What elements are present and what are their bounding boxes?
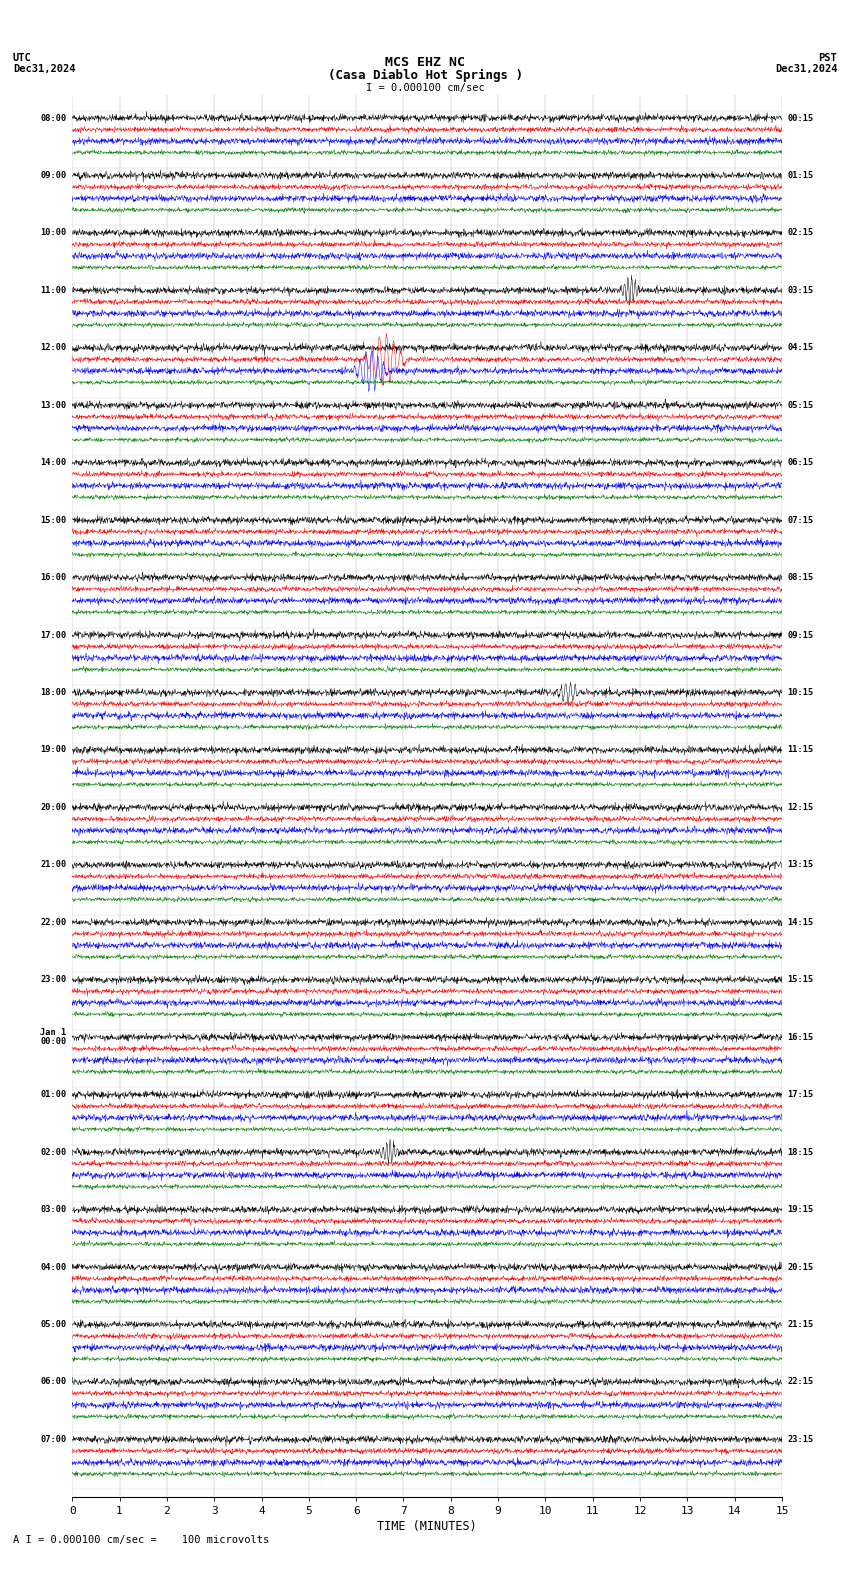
- Text: 02:15: 02:15: [788, 228, 814, 238]
- Text: 12:15: 12:15: [788, 803, 814, 813]
- Text: 14:00: 14:00: [40, 458, 66, 467]
- Text: 20:00: 20:00: [40, 803, 66, 813]
- Text: 07:15: 07:15: [788, 516, 814, 524]
- Text: 18:15: 18:15: [788, 1148, 814, 1156]
- Text: 22:15: 22:15: [788, 1378, 814, 1386]
- Text: 20:15: 20:15: [788, 1262, 814, 1272]
- Text: 13:00: 13:00: [40, 401, 66, 410]
- Text: 07:00: 07:00: [40, 1435, 66, 1445]
- Text: 09:00: 09:00: [40, 171, 66, 181]
- Text: 05:00: 05:00: [40, 1319, 66, 1329]
- Text: 11:00: 11:00: [40, 285, 66, 295]
- Text: 16:00: 16:00: [40, 573, 66, 583]
- Text: 13:15: 13:15: [788, 860, 814, 870]
- Text: 19:15: 19:15: [788, 1205, 814, 1213]
- Text: MCS EHZ NC: MCS EHZ NC: [385, 55, 465, 68]
- Text: 15:15: 15:15: [788, 976, 814, 984]
- Text: 01:00: 01:00: [40, 1090, 66, 1099]
- Text: Dec31,2024: Dec31,2024: [13, 65, 76, 74]
- Text: 15:00: 15:00: [40, 516, 66, 524]
- Text: 11:15: 11:15: [788, 746, 814, 754]
- Text: Jan 1
00:00: Jan 1 00:00: [40, 1028, 66, 1047]
- Text: 10:00: 10:00: [40, 228, 66, 238]
- Text: 09:15: 09:15: [788, 630, 814, 640]
- Text: 17:00: 17:00: [40, 630, 66, 640]
- X-axis label: TIME (MINUTES): TIME (MINUTES): [377, 1521, 477, 1533]
- Text: 21:15: 21:15: [788, 1319, 814, 1329]
- Text: 00:15: 00:15: [788, 114, 814, 122]
- Text: 23:00: 23:00: [40, 976, 66, 984]
- Text: 10:15: 10:15: [788, 687, 814, 697]
- Text: 08:15: 08:15: [788, 573, 814, 583]
- Text: 06:15: 06:15: [788, 458, 814, 467]
- Text: 01:15: 01:15: [788, 171, 814, 181]
- Text: (Casa Diablo Hot Springs ): (Casa Diablo Hot Springs ): [327, 70, 523, 82]
- Text: 08:00: 08:00: [40, 114, 66, 122]
- Text: Dec31,2024: Dec31,2024: [774, 65, 837, 74]
- Text: A I = 0.000100 cm/sec =    100 microvolts: A I = 0.000100 cm/sec = 100 microvolts: [13, 1535, 269, 1544]
- Text: I = 0.000100 cm/sec: I = 0.000100 cm/sec: [366, 82, 484, 92]
- Text: 17:15: 17:15: [788, 1090, 814, 1099]
- Text: PST: PST: [819, 54, 837, 63]
- Text: 22:00: 22:00: [40, 917, 66, 927]
- Text: 03:00: 03:00: [40, 1205, 66, 1213]
- Text: 23:15: 23:15: [788, 1435, 814, 1445]
- Text: 18:00: 18:00: [40, 687, 66, 697]
- Text: 14:15: 14:15: [788, 917, 814, 927]
- Text: 04:15: 04:15: [788, 344, 814, 352]
- Text: 03:15: 03:15: [788, 285, 814, 295]
- Text: 05:15: 05:15: [788, 401, 814, 410]
- Text: 02:00: 02:00: [40, 1148, 66, 1156]
- Text: 06:00: 06:00: [40, 1378, 66, 1386]
- Text: UTC: UTC: [13, 54, 31, 63]
- Text: 19:00: 19:00: [40, 746, 66, 754]
- Text: 16:15: 16:15: [788, 1033, 814, 1042]
- Text: 04:00: 04:00: [40, 1262, 66, 1272]
- Text: 21:00: 21:00: [40, 860, 66, 870]
- Text: 12:00: 12:00: [40, 344, 66, 352]
